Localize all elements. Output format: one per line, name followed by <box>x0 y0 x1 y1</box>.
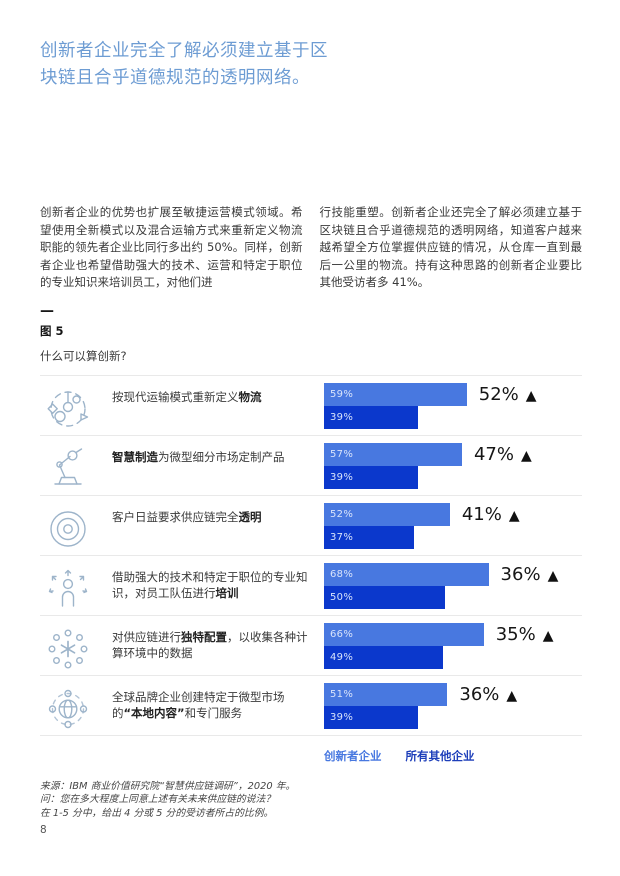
supply-network-icon <box>40 383 96 435</box>
delta-label: 35% ▲ <box>495 623 554 645</box>
bar-innovators: 68% <box>324 562 489 586</box>
footnotes: 来源：IBM 商业价值研究院“智慧供应链调研”，2020 年。 问：您在多大程度… <box>40 780 582 821</box>
body-columns: 创新者企业的优势也扩展至敏捷运营模式领域。希望使用全新模式以及混合运输方式来重新… <box>40 204 582 292</box>
innovation-bar-chart: 按现代运输模式重新定义物流 59% 39% 52% ▲ 智慧制造为微型细分市场定制… <box>40 374 582 764</box>
chart-row-label: 对供应链进行独特配置，以收集各种计算环境中的数据 <box>112 629 308 661</box>
delta-label: 36% ▲ <box>459 683 518 705</box>
figure-marker: — <box>40 302 54 319</box>
bar-all-others: 37% <box>324 525 414 549</box>
bar-value-label: 52% <box>330 508 354 520</box>
bar-value-label: 39% <box>330 711 354 723</box>
chart-row: 按现代运输模式重新定义物流 59% 39% 52% ▲ <box>40 374 582 435</box>
chart-row-bars: 66% 49% 35% ▲ <box>324 622 592 669</box>
delta-label: 52% ▲ <box>478 383 537 405</box>
legend-item-innovators: 创新者企业 <box>324 748 382 763</box>
footnote-scale: 在 1-5 分中，给出 4 分或 5 分的受访者所占的比例。 <box>40 807 274 819</box>
footnote-source: 来源：IBM 商业价值研究院“智慧供应链调研”，2020 年。 <box>40 780 296 792</box>
triangle-up-icon: ▲ <box>525 387 537 404</box>
bar-value-label: 66% <box>330 628 354 640</box>
bar-innovators: 66% <box>324 622 484 646</box>
footnote-question: 问：您在多大程度上同意上述有关未来供应链的说法？ <box>40 794 276 805</box>
figure-label: 图 5 <box>40 323 64 338</box>
bar-value-label: 59% <box>330 388 354 400</box>
bar-all-others: 50% <box>324 585 445 609</box>
chart-row-label: 客户日益要求供应链完全透明 <box>112 509 262 524</box>
bar-value-label: 51% <box>330 688 354 700</box>
body-column-right: 行技能重塑。创新者企业还完全了解必须建立基于区块链且合乎道德规范的透明网络，知道… <box>319 205 583 289</box>
chart-row-bars: 68% 50% 36% ▲ <box>324 562 592 609</box>
bar-value-label: 68% <box>330 568 354 580</box>
chart-rows: 按现代运输模式重新定义物流 59% 39% 52% ▲ 智慧制造为微型细分市场定制… <box>40 374 582 735</box>
chart-row: 客户日益要求供应链完全透明 52% 37% 41% ▲ <box>40 494 582 555</box>
chart-row-label: 借助强大的技术和特定于职位的专业知识，对员工队伍进行培训 <box>112 569 308 601</box>
page-number: 8 <box>40 824 47 836</box>
globe-network-icon <box>40 683 96 735</box>
delta-label: 36% ▲ <box>500 563 559 585</box>
chart-row-bars: 57% 39% 47% ▲ <box>324 442 592 489</box>
concentric-target-icon <box>40 503 96 555</box>
bar-innovators: 59% <box>324 382 467 406</box>
chart-row-label: 按现代运输模式重新定义物流 <box>112 389 262 404</box>
bar-innovators: 51% <box>324 682 448 706</box>
page-title: 创新者企业完全了解必须建立基于区 块链且合乎道德规范的透明网络。 <box>40 38 582 92</box>
bar-all-others: 39% <box>324 405 419 429</box>
chart-row-label: 智慧制造为微型细分市场定制产品 <box>112 449 285 464</box>
triangle-up-icon: ▲ <box>542 627 554 644</box>
bar-value-label: 50% <box>330 591 354 603</box>
body-column-left: 创新者企业的优势也扩展至敏捷运营模式领域。希望使用全新模式以及混合运输方式来重新… <box>40 205 303 289</box>
person-reskill-icon <box>40 563 96 615</box>
chart-row: 全球品牌企业创建特定于微型市场的“本地内容”和专门服务 51% 39% 36% ▲ <box>40 674 582 735</box>
chart-row-label: 全球品牌企业创建特定于微型市场的“本地内容”和专门服务 <box>112 689 285 721</box>
bar-all-others: 39% <box>324 705 419 729</box>
page-title-line2: 块链且合乎道德规范的透明网络。 <box>40 68 310 88</box>
bar-value-label: 49% <box>330 651 354 663</box>
chart-bottom-divider <box>40 734 582 736</box>
chart-row-bars: 59% 39% 52% ▲ <box>324 382 592 429</box>
asterisk-network-icon <box>40 623 96 675</box>
bar-value-label: 39% <box>330 411 354 423</box>
bar-value-label: 39% <box>330 471 354 483</box>
delta-label: 41% ▲ <box>461 503 520 525</box>
legend-item-all-others: 所有其他企业 <box>405 748 475 763</box>
bar-all-others: 49% <box>324 645 443 669</box>
triangle-up-icon: ▲ <box>520 447 532 464</box>
triangle-up-icon: ▲ <box>508 507 520 524</box>
triangle-up-icon: ▲ <box>547 567 559 584</box>
bar-value-label: 57% <box>330 448 354 460</box>
bar-innovators: 52% <box>324 502 450 526</box>
delta-label: 47% ▲ <box>473 443 532 465</box>
bar-value-label: 37% <box>330 531 354 543</box>
page-title-line1: 创新者企业完全了解必须建立基于区 <box>40 41 328 61</box>
chart-row-bars: 52% 37% 41% ▲ <box>324 502 592 549</box>
figure-question: 什么可以算创新? <box>40 348 127 363</box>
chart-row: 对供应链进行独特配置，以收集各种计算环境中的数据 66% 49% 35% ▲ <box>40 614 582 675</box>
chart-row-bars: 51% 39% 36% ▲ <box>324 682 592 729</box>
chart-row: 借助强大的技术和特定于职位的专业知识，对员工队伍进行培训 68% 50% 36%… <box>40 554 582 615</box>
triangle-up-icon: ▲ <box>506 687 518 704</box>
robot-arm-icon <box>40 443 96 495</box>
bar-innovators: 57% <box>324 442 462 466</box>
chart-row: 智慧制造为微型细分市场定制产品 57% 39% 47% ▲ <box>40 434 582 495</box>
chart-legend: 创新者企业 所有其他企业 <box>324 748 582 764</box>
bar-all-others: 39% <box>324 465 419 489</box>
